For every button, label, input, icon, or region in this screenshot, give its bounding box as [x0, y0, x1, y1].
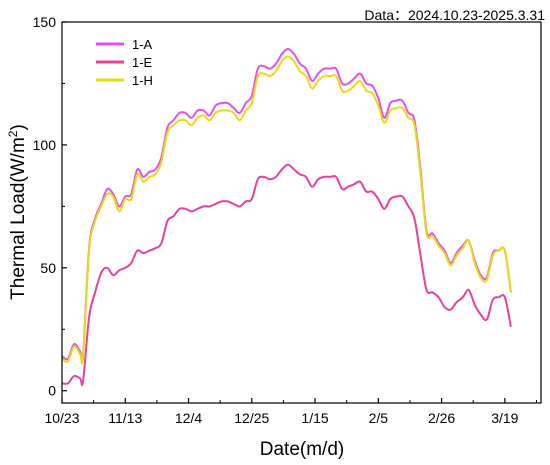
- x-tick-label: 3/19: [491, 410, 518, 426]
- x-tick-label: 11/13: [108, 410, 142, 426]
- x-tick-label: 12/4: [175, 410, 202, 426]
- series-line-1-E: [61, 163, 512, 386]
- x-tick-label: 12/25: [234, 410, 269, 426]
- x-axis-title: Date(m/d): [260, 439, 344, 460]
- legend: 1-A 1-E 1-H: [96, 37, 153, 88]
- legend-label-1-E: 1-E: [132, 55, 153, 70]
- y-axis-title-main: Thermal Load(W/m: [8, 137, 29, 300]
- x-tick-label: 2/5: [369, 410, 389, 426]
- series-lines: [61, 48, 512, 386]
- x-tick-label: 10/23: [44, 410, 79, 426]
- series-line-1-A: [61, 48, 512, 363]
- x-tick-label: 2/26: [428, 410, 455, 426]
- tick-labels: 0 50 100 150 10/23 11/13 12/4 12/25 1/15 2/5 2/26 3…: [33, 14, 519, 426]
- date-range-annotation: Data：2024.10.23-2025.3.31: [364, 7, 545, 23]
- y-tick-label: 100: [33, 137, 57, 153]
- y-tick-label: 50: [40, 260, 56, 276]
- plot-frame: [61, 21, 542, 404]
- y-axis-title: Thermal Load(W/m2): [6, 124, 29, 300]
- series-line-1-H: [61, 55, 512, 365]
- x-tick-label: 1/15: [301, 410, 328, 426]
- legend-label-1-H: 1-H: [132, 73, 153, 88]
- y-axis-title-superscript: 2: [6, 130, 20, 137]
- y-axis-title-close: ): [8, 124, 29, 130]
- y-tick-label: 150: [33, 14, 57, 30]
- y-tick-label: 0: [48, 383, 56, 399]
- legend-label-1-A: 1-A: [132, 37, 153, 52]
